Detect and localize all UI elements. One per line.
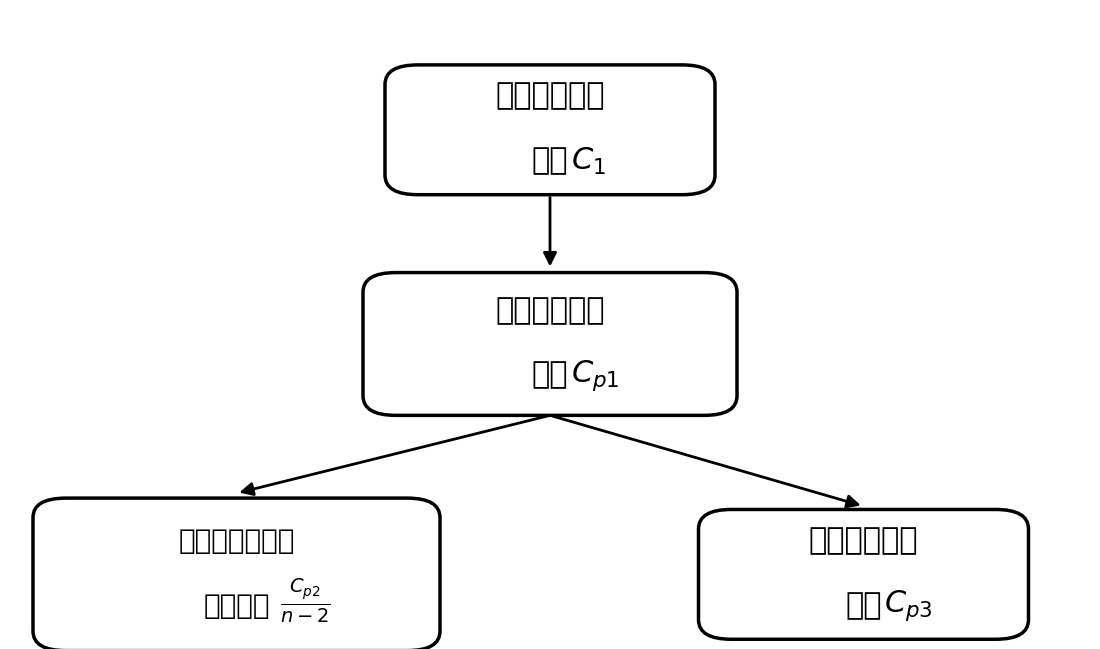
- Text: 系数: 系数: [845, 591, 882, 620]
- Text: $C_{p3}$: $C_{p3}$: [884, 588, 933, 623]
- Text: $\frac{C_{p2}}{n-2}$: $\frac{C_{p2}}{n-2}$: [280, 576, 331, 624]
- Text: 尾车压差阻力: 尾车压差阻力: [808, 526, 918, 555]
- Text: 头车压差阻力: 头车压差阻力: [495, 296, 605, 324]
- Text: 系数: 系数: [531, 147, 569, 175]
- Text: $C_{p1}$: $C_{p1}$: [571, 358, 619, 393]
- Text: 头车空气阻力: 头车空气阻力: [495, 82, 605, 110]
- Text: $C_1$: $C_1$: [571, 145, 606, 177]
- FancyBboxPatch shape: [698, 509, 1028, 639]
- FancyBboxPatch shape: [385, 65, 715, 195]
- Text: 中间车平均压差: 中间车平均压差: [178, 526, 295, 555]
- Text: 系数: 系数: [531, 361, 569, 389]
- FancyBboxPatch shape: [33, 498, 440, 649]
- Text: 阻力系数: 阻力系数: [204, 591, 270, 620]
- FancyBboxPatch shape: [363, 273, 737, 415]
